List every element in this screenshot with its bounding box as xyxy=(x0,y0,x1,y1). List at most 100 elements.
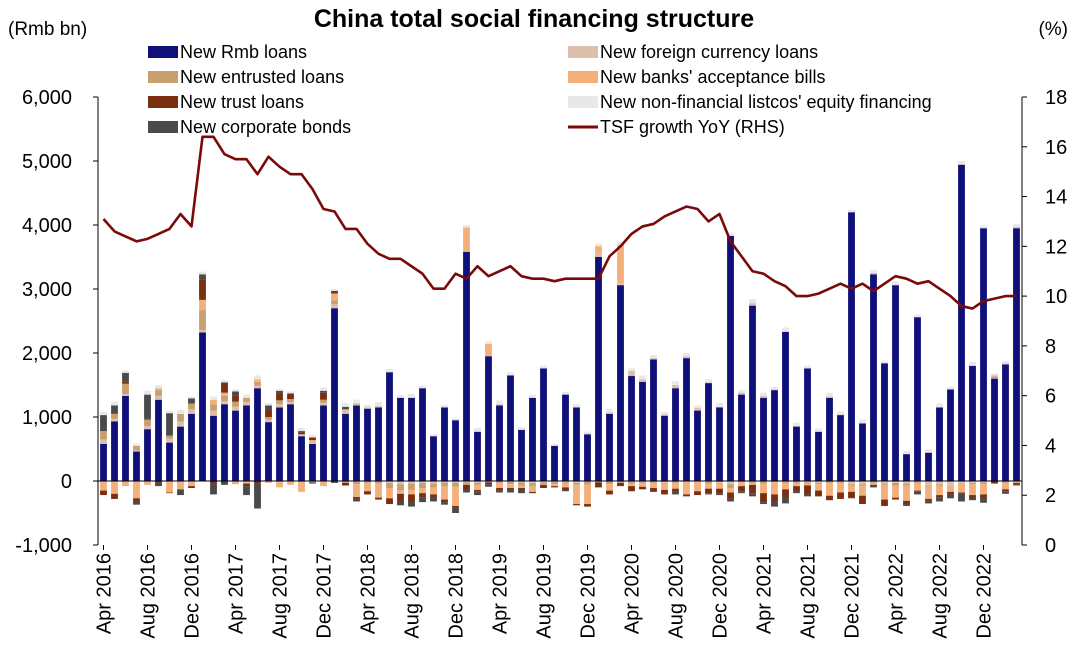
bar-new-corporate-bonds xyxy=(177,489,184,496)
bar-new-trust-loans xyxy=(441,499,448,503)
bar-new-trust-loans xyxy=(760,493,767,503)
bar-new-corporate-bonds xyxy=(287,393,294,394)
bar-new-foreign-currency-loans xyxy=(518,481,525,483)
bar-new-foreign-currency-loans xyxy=(265,419,272,423)
bar-new-non-financial-listcos-equity-financing xyxy=(309,434,316,438)
bar-new-trust-loans xyxy=(100,490,107,496)
bar-new-foreign-currency-loans xyxy=(661,414,668,416)
bar-new-entrusted-loans xyxy=(991,376,998,378)
bar-new-non-financial-listcos-equity-financing xyxy=(463,225,470,228)
bar-new-entrusted-loans xyxy=(947,486,954,487)
bar-new-banks-acceptance-bills xyxy=(573,484,580,505)
bar-new-non-financial-listcos-equity-financing xyxy=(320,387,327,391)
bar-new-non-financial-listcos-equity-financing xyxy=(342,402,349,407)
bar-new-entrusted-loans xyxy=(111,413,118,419)
bar-new-trust-loans xyxy=(595,482,602,488)
bar-new-entrusted-loans xyxy=(870,481,877,483)
bar-new-corporate-bonds xyxy=(496,490,503,493)
bar-new-corporate-bonds xyxy=(672,491,679,495)
bar-new-non-financial-listcos-equity-financing xyxy=(826,392,833,397)
bar-new-rmb-loans xyxy=(199,332,206,481)
bar-new-entrusted-loans xyxy=(815,482,822,485)
bar-new-banks-acceptance-bills xyxy=(309,440,316,443)
bar-new-non-financial-listcos-equity-financing xyxy=(1013,223,1020,227)
x-tick-label: Dec 2021 xyxy=(842,553,864,639)
bar-new-banks-acceptance-bills xyxy=(837,482,844,493)
bar-new-trust-loans xyxy=(749,484,756,494)
bar-new-rmb-loans xyxy=(210,415,217,481)
bar-new-foreign-currency-loans xyxy=(221,401,228,405)
bar-new-non-financial-listcos-equity-financing xyxy=(562,392,569,395)
bar-new-entrusted-loans xyxy=(980,482,987,485)
bar-new-non-financial-listcos-equity-financing xyxy=(551,443,558,446)
bar-new-foreign-currency-loans xyxy=(397,481,404,485)
bar-new-rmb-loans xyxy=(551,445,558,481)
bar-new-banks-acceptance-bills xyxy=(595,246,602,254)
bar-new-trust-loans xyxy=(364,491,371,495)
bar-new-corporate-bonds xyxy=(210,483,217,495)
bar-new-rmb-loans xyxy=(903,454,910,481)
bar-new-non-financial-listcos-equity-financing xyxy=(804,365,811,369)
bar-new-foreign-currency-loans xyxy=(782,331,789,332)
bar-new-trust-loans xyxy=(540,484,547,489)
bar-new-trust-loans xyxy=(177,489,184,490)
bar-new-foreign-currency-loans xyxy=(892,481,899,483)
bar-new-banks-acceptance-bills xyxy=(320,481,327,487)
bar-new-non-financial-listcos-equity-financing xyxy=(628,368,635,371)
bar-new-entrusted-loans xyxy=(375,481,382,484)
bar-new-rmb-loans xyxy=(166,442,173,481)
legend-label-new-rmb-loans: New Rmb loans xyxy=(180,42,307,62)
bar-new-non-financial-listcos-equity-financing xyxy=(210,396,217,400)
bar-new-non-financial-listcos-equity-financing xyxy=(265,402,272,406)
bar-new-trust-loans xyxy=(265,409,272,417)
bar-new-rmb-loans xyxy=(672,388,679,481)
bar-new-entrusted-loans xyxy=(540,482,547,485)
bar-new-rmb-loans xyxy=(870,274,877,481)
bar-new-banks-acceptance-bills xyxy=(221,392,228,396)
bar-new-banks-acceptance-bills xyxy=(188,481,195,487)
bar-new-banks-acceptance-bills xyxy=(683,481,690,495)
bar-new-trust-loans xyxy=(815,490,822,497)
bar-new-non-financial-listcos-equity-financing xyxy=(903,450,910,455)
bar-new-entrusted-loans xyxy=(672,481,679,483)
bar-new-banks-acceptance-bills xyxy=(639,482,646,487)
bar-new-banks-acceptance-bills xyxy=(529,486,536,492)
bar-new-corporate-bonds xyxy=(463,489,470,493)
bar-new-trust-loans xyxy=(353,497,360,499)
left-axis-ticks: 6,000 5,000 4,000 3,000 2,000 1,000 0 -1,000 xyxy=(15,87,98,557)
bar-new-non-financial-listcos-equity-financing xyxy=(859,419,866,424)
bar-new-banks-acceptance-bills xyxy=(628,483,635,487)
bar-new-trust-loans xyxy=(254,481,261,484)
bar-new-non-financial-listcos-equity-financing xyxy=(419,385,426,389)
bar-new-banks-acceptance-bills xyxy=(650,482,657,489)
legend-label-new-corporate-bonds: New corporate bonds xyxy=(180,117,351,137)
bar-new-banks-acceptance-bills xyxy=(881,484,888,500)
bar-new-foreign-currency-loans xyxy=(331,304,338,309)
bar-new-corporate-bonds xyxy=(804,494,811,497)
bar-new-non-financial-listcos-equity-financing xyxy=(958,161,965,165)
bar-new-banks-acceptance-bills xyxy=(617,244,624,284)
bar-new-banks-acceptance-bills xyxy=(331,293,338,301)
bar-new-entrusted-loans xyxy=(419,482,426,489)
left-tick-label: 3,000 xyxy=(22,279,72,301)
x-tick-label: Apr 2017 xyxy=(226,553,248,634)
bar-new-entrusted-loans xyxy=(881,483,888,485)
bar-new-foreign-currency-loans xyxy=(650,358,657,360)
bar-new-foreign-currency-loans xyxy=(100,439,107,444)
bar-new-corporate-bonds xyxy=(419,497,426,503)
bar-new-banks-acceptance-bills xyxy=(485,344,492,356)
bar-new-trust-loans xyxy=(243,483,250,487)
legend-label-new-foreign-currency-loans: New foreign currency loans xyxy=(600,42,818,62)
bar-new-rmb-loans xyxy=(452,420,459,481)
bar-new-banks-acceptance-bills xyxy=(694,481,701,492)
bar-new-foreign-currency-loans xyxy=(925,481,932,485)
right-tick-label: 14 xyxy=(1045,187,1067,209)
bar-new-banks-acceptance-bills xyxy=(507,484,514,489)
bar-new-non-financial-listcos-equity-financing xyxy=(485,341,492,345)
bar-new-entrusted-loans xyxy=(925,452,932,453)
bar-new-rmb-loans xyxy=(221,404,228,481)
bar-new-foreign-currency-loans xyxy=(430,481,437,484)
bar-new-corporate-bonds xyxy=(243,486,250,496)
bar-new-entrusted-loans xyxy=(232,401,239,407)
